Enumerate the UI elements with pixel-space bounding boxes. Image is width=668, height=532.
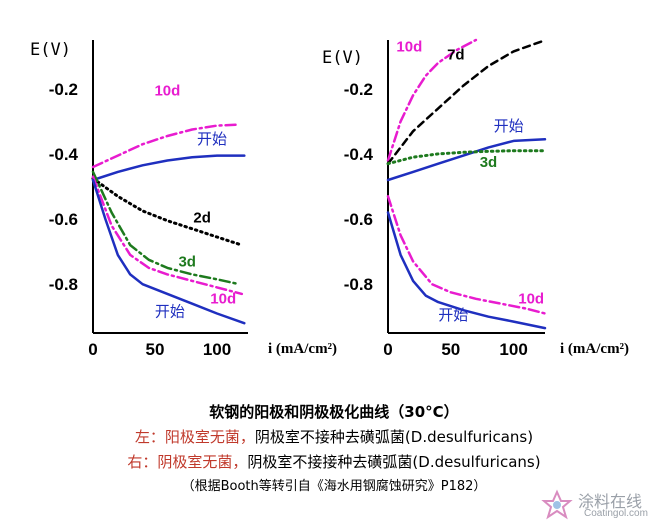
x-tick-label: 50 — [441, 340, 460, 359]
curve-label: 10d — [396, 38, 422, 55]
figure-caption-title: 软钢的阳极和阴极极化曲线（30°C） — [209, 403, 459, 421]
series-line-cathodic-2d — [91, 176, 244, 247]
curve-label: 2d — [193, 209, 211, 226]
series-line-anodic-7d — [386, 40, 543, 165]
y-tick-label: -0.4 — [344, 145, 374, 164]
caption-right-prefix: 右：阴极室无菌， — [127, 453, 248, 471]
series-line-anodic-3d — [386, 149, 547, 166]
polarization-figure: E(V) -0.2 -0.4 -0.6 -0.8 0 50 100 i (mA/cm²) 10d 开… — [30, 38, 629, 359]
caption-right-rest: 阴极室不接接种去磺弧菌(D.desulfuricans) — [247, 453, 541, 471]
x-tick-label: 100 — [203, 340, 231, 359]
curve-label: 开始 — [494, 118, 524, 135]
curve-label: 10d — [210, 291, 236, 308]
caption-right-description: 右：阴极室无菌，阴极室不接接种去磺弧菌(D.desulfuricans) — [0, 451, 668, 472]
x-tick-label: 0 — [88, 340, 97, 359]
watermark-logo-icon — [541, 489, 573, 520]
series-line-anodic-10d — [386, 38, 478, 162]
curve-label: 开始 — [197, 131, 227, 148]
x-tick-label: 100 — [499, 340, 527, 359]
curve-label: 3d — [480, 154, 498, 171]
y-tick-label: -0.6 — [49, 210, 78, 229]
caption-left-rest: 阴极室不接种去磺弧菌(D.desulfuricans) — [254, 428, 534, 446]
y-tick-label: -0.6 — [344, 210, 373, 229]
series-line-anodic-开始 — [91, 154, 246, 182]
y-tick-label: -0.2 — [344, 80, 373, 99]
caption-left-description: 左：阳极室无菌，阴极室不接种去磺弧菌(D.desulfuricans) — [0, 426, 668, 447]
watermark-url: Coatingol.com — [584, 508, 648, 519]
watermark-text: 涂料在线 — [578, 492, 643, 511]
curve-label: 开始 — [438, 307, 468, 324]
x-tick-label: 50 — [146, 340, 165, 359]
y-axis-title: E(V) — [30, 40, 71, 60]
y-tick-label: -0.8 — [49, 275, 78, 294]
curve-label: 开始 — [155, 304, 185, 321]
curve-label: 10d — [154, 82, 180, 99]
y-tick-label: -0.4 — [49, 145, 79, 164]
series-line-anodic-10d — [91, 123, 241, 169]
x-axis-title: i (mA/cm²) — [268, 341, 337, 357]
y-axis-title: E(V) — [322, 48, 363, 68]
curve-label: 10d — [518, 291, 544, 308]
curve-label: 3d — [178, 253, 196, 270]
left-chart-panel: E(V) -0.2 -0.4 -0.6 -0.8 0 50 100 i (mA/cm²) 10d 开… — [30, 40, 337, 359]
curve-label: 7d — [447, 47, 465, 64]
caption-source: （根据Booth等转引自《海水用钢腐蚀研究》P182） — [181, 479, 487, 494]
series-line-cathodic-10d — [386, 195, 547, 315]
series-line-anodic-开始 — [386, 138, 547, 182]
y-tick-label: -0.8 — [344, 275, 373, 294]
series-line-cathodic-3d — [91, 170, 241, 286]
right-chart-panel: E(V) -0.2 -0.4 -0.6 -0.8 0 50 100 i (mA/cm²) 10d 7… — [322, 38, 629, 359]
caption-left-prefix: 左：阳极室无菌， — [134, 428, 255, 446]
series-line-cathodic-开始 — [386, 211, 547, 330]
x-tick-label: 0 — [383, 340, 392, 359]
series-line-cathodic-10d — [91, 175, 244, 296]
watermark: 涂料在线 Coatingol.com — [540, 486, 664, 528]
series-line-cathodic-开始 — [91, 178, 246, 325]
x-axis-title: i (mA/cm²) — [560, 341, 629, 357]
y-tick-label: -0.2 — [49, 80, 78, 99]
